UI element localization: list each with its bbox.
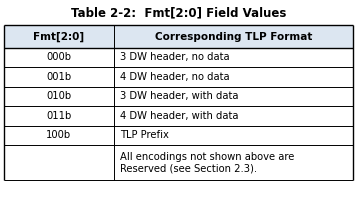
Text: 001b: 001b [46, 72, 71, 82]
Text: TLP Prefix: TLP Prefix [120, 130, 169, 141]
Text: 010b: 010b [46, 91, 71, 102]
Text: Corresponding TLP Format: Corresponding TLP Format [155, 32, 312, 42]
Text: 4 DW header, no data: 4 DW header, no data [120, 72, 230, 82]
Text: 3 DW header, with data: 3 DW header, with data [120, 91, 239, 102]
Bar [4, 25, 353, 48]
Text: Fmt[2:0]: Fmt[2:0] [33, 31, 84, 42]
Text: 4 DW header, with data: 4 DW header, with data [120, 111, 239, 121]
Text: 000b: 000b [46, 52, 71, 63]
Text: 011b: 011b [46, 111, 71, 121]
Text: Table 2-2:  Fmt[2:0] Field Values: Table 2-2: Fmt[2:0] Field Values [71, 7, 286, 20]
Text: 3 DW header, no data: 3 DW header, no data [120, 52, 230, 63]
Text: 100b: 100b [46, 130, 71, 141]
Text: All encodings not shown above are
Reserved (see Section 2.3).: All encodings not shown above are Reserv… [120, 152, 295, 174]
